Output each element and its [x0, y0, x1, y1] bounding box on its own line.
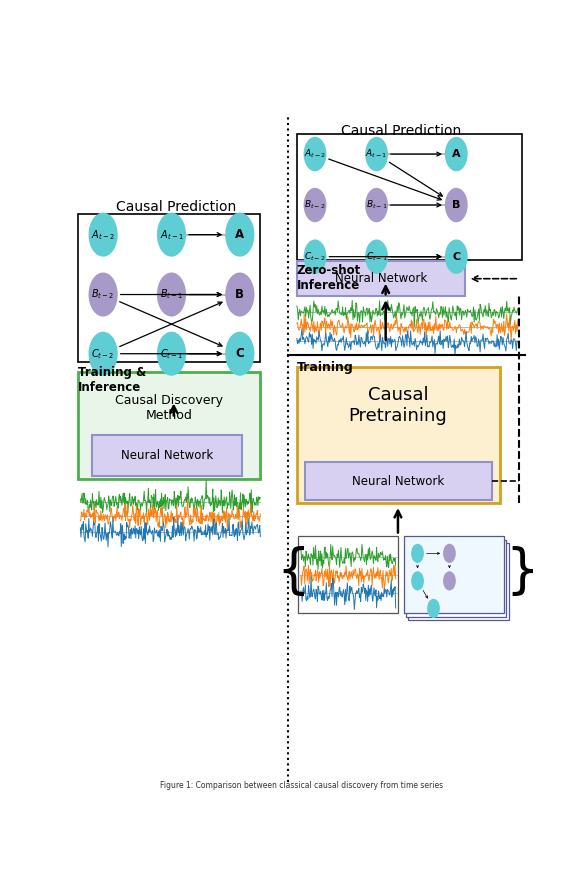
Circle shape: [365, 137, 388, 172]
Text: Causal Discovery
Method: Causal Discovery Method: [115, 394, 223, 422]
Circle shape: [303, 188, 326, 223]
Circle shape: [411, 544, 424, 563]
Circle shape: [225, 273, 255, 316]
Text: Training: Training: [297, 360, 353, 374]
Text: $C_{{t-2}}$: $C_{{t-2}}$: [91, 347, 115, 360]
Text: $B_{t-2}$: $B_{t-2}$: [304, 198, 326, 211]
FancyBboxPatch shape: [409, 543, 509, 620]
FancyBboxPatch shape: [406, 540, 506, 617]
FancyBboxPatch shape: [297, 367, 500, 503]
Circle shape: [445, 240, 467, 274]
Text: $B_{{t-2}}$: $B_{{t-2}}$: [92, 288, 115, 301]
Text: Neural Network: Neural Network: [121, 449, 213, 462]
Text: $C_{t-2}$: $C_{t-2}$: [304, 250, 326, 263]
Circle shape: [303, 137, 326, 172]
Text: B: B: [452, 200, 460, 210]
Text: $B_{t-1}$: $B_{t-1}$: [366, 198, 387, 211]
Text: Neural Network: Neural Network: [335, 272, 427, 285]
Text: Zero-shot
Inference: Zero-shot Inference: [297, 264, 361, 291]
Text: $B_{{t-1}}$: $B_{{t-1}}$: [160, 288, 183, 301]
Circle shape: [157, 273, 186, 316]
Text: Causal Prediction: Causal Prediction: [116, 200, 236, 214]
FancyBboxPatch shape: [298, 536, 399, 613]
Circle shape: [443, 571, 456, 591]
FancyBboxPatch shape: [297, 261, 466, 296]
Circle shape: [365, 188, 388, 223]
FancyBboxPatch shape: [297, 134, 522, 260]
Text: $A_{t-2}$: $A_{t-2}$: [304, 148, 326, 160]
Text: A: A: [235, 228, 245, 241]
FancyBboxPatch shape: [404, 536, 504, 613]
Text: C: C: [452, 251, 460, 262]
Circle shape: [365, 240, 388, 274]
Text: Causal
Pretraining: Causal Pretraining: [349, 386, 447, 425]
Circle shape: [89, 213, 118, 257]
Circle shape: [89, 332, 118, 375]
Text: $A_{t-1}$: $A_{t-1}$: [365, 148, 387, 160]
Text: Figure 1: Comparison between classical causal discovery from time series: Figure 1: Comparison between classical c…: [160, 781, 443, 790]
Text: $A_{{t-2}}$: $A_{{t-2}}$: [91, 228, 115, 241]
FancyBboxPatch shape: [78, 372, 260, 479]
FancyBboxPatch shape: [305, 462, 492, 500]
Text: A: A: [452, 149, 460, 159]
Text: Neural Network: Neural Network: [352, 475, 445, 487]
Text: C: C: [235, 347, 244, 360]
Circle shape: [443, 544, 456, 563]
Circle shape: [89, 273, 118, 316]
Circle shape: [445, 137, 467, 172]
Text: Training &
Inference: Training & Inference: [78, 367, 146, 394]
Text: Causal Prediction: Causal Prediction: [342, 124, 462, 139]
Circle shape: [157, 213, 186, 257]
FancyBboxPatch shape: [78, 214, 260, 362]
Text: {: {: [276, 546, 310, 598]
Circle shape: [427, 599, 440, 618]
Text: $C_{t-1}$: $C_{t-1}$: [366, 250, 387, 263]
Text: }: }: [506, 546, 539, 598]
Text: $A_{{t-1}}$: $A_{{t-1}}$: [159, 228, 183, 241]
Circle shape: [303, 240, 326, 274]
FancyBboxPatch shape: [92, 435, 242, 477]
Circle shape: [157, 332, 186, 375]
Circle shape: [445, 188, 467, 223]
Circle shape: [225, 213, 255, 257]
Text: $C_{{t-1}}$: $C_{{t-1}}$: [160, 347, 183, 360]
Text: B: B: [235, 288, 245, 301]
Circle shape: [411, 571, 424, 591]
Circle shape: [225, 332, 255, 375]
